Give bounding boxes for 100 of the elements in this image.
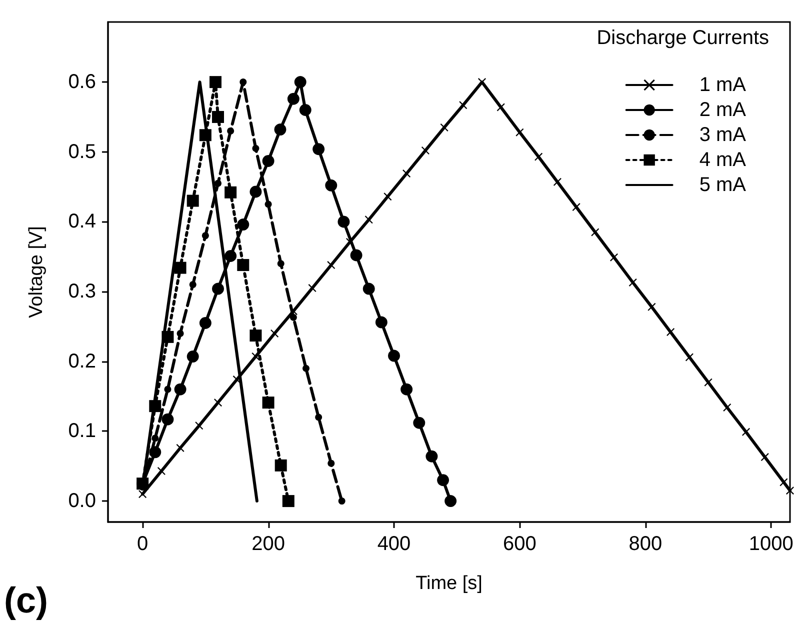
y-tick-label: 0.2	[68, 350, 96, 372]
legend-label: 4 mA	[699, 149, 747, 171]
point	[496, 103, 505, 112]
point	[174, 262, 186, 274]
point	[299, 104, 312, 116]
point	[186, 194, 199, 207]
y-tick-label: 0.3	[68, 280, 96, 303]
point	[384, 192, 392, 201]
legend-label: 5 mA	[699, 174, 747, 196]
point	[760, 453, 769, 462]
point	[338, 498, 346, 505]
point	[610, 253, 618, 262]
point	[250, 186, 262, 198]
x-tick-label: 800	[628, 533, 662, 555]
point	[250, 330, 262, 342]
x-tick-label: 1000	[748, 533, 794, 555]
text: (c)	[4, 580, 48, 620]
point	[459, 101, 468, 110]
point	[176, 330, 184, 337]
point	[174, 383, 186, 396]
point	[149, 446, 162, 458]
point	[199, 316, 212, 329]
point	[346, 238, 354, 246]
point	[149, 400, 162, 412]
point	[227, 127, 234, 134]
point	[628, 278, 637, 286]
point	[723, 403, 732, 412]
y-axis-title: Voltage [V]	[26, 226, 47, 318]
point	[162, 413, 174, 426]
point	[666, 328, 675, 336]
point	[189, 281, 196, 288]
point	[437, 474, 450, 486]
point	[224, 250, 237, 262]
point	[328, 460, 335, 467]
point	[202, 232, 209, 240]
y-tick-label: 0.0	[68, 490, 96, 512]
point	[786, 486, 794, 495]
point	[302, 364, 310, 372]
point	[338, 216, 350, 228]
point	[534, 152, 543, 161]
point	[413, 416, 426, 429]
point	[277, 260, 284, 268]
point	[252, 352, 260, 360]
point	[289, 307, 298, 316]
point	[402, 170, 411, 178]
point	[553, 178, 562, 186]
point	[262, 154, 274, 167]
point	[209, 76, 222, 88]
point	[212, 282, 224, 295]
point	[164, 386, 172, 393]
point	[648, 302, 656, 311]
point	[157, 467, 166, 476]
y-tick-label: 0.1	[68, 420, 96, 442]
point	[138, 490, 147, 498]
point	[199, 129, 212, 142]
point	[274, 124, 286, 136]
point	[426, 450, 438, 462]
point	[312, 143, 325, 156]
point	[364, 216, 373, 224]
x-tick-label: 600	[503, 533, 536, 555]
y-tick-label: 0.4	[68, 210, 96, 233]
point	[270, 329, 279, 338]
point	[195, 422, 204, 430]
point	[212, 110, 224, 123]
point	[237, 259, 250, 272]
point	[440, 123, 448, 132]
x-tick-label: 200	[252, 533, 285, 555]
y-tick-label: 0.5	[68, 140, 96, 163]
point	[350, 249, 362, 262]
point	[282, 495, 294, 508]
point	[136, 478, 149, 490]
point	[152, 434, 159, 442]
point	[214, 398, 222, 407]
x-tick-label: 400	[377, 533, 411, 555]
point	[290, 314, 297, 321]
point	[315, 414, 322, 421]
point	[444, 495, 457, 508]
x-tick-label: 0	[137, 533, 148, 555]
legend-title: Discharge Currents	[596, 27, 770, 49]
point	[327, 261, 336, 270]
point	[362, 282, 375, 295]
point	[516, 128, 524, 136]
point	[421, 146, 430, 154]
legend-label: 2 mA	[699, 99, 747, 121]
point	[214, 180, 222, 187]
point	[704, 378, 712, 386]
point	[294, 76, 306, 88]
point	[308, 284, 316, 292]
point	[262, 396, 274, 409]
point	[375, 316, 388, 328]
point	[685, 353, 694, 362]
point	[176, 444, 184, 452]
point	[162, 330, 174, 343]
point	[388, 350, 400, 362]
point	[780, 478, 788, 486]
point	[240, 78, 247, 86]
point	[400, 383, 413, 396]
y-tick-label: 0.6	[68, 71, 96, 94]
point	[325, 179, 338, 192]
point	[252, 144, 260, 152]
